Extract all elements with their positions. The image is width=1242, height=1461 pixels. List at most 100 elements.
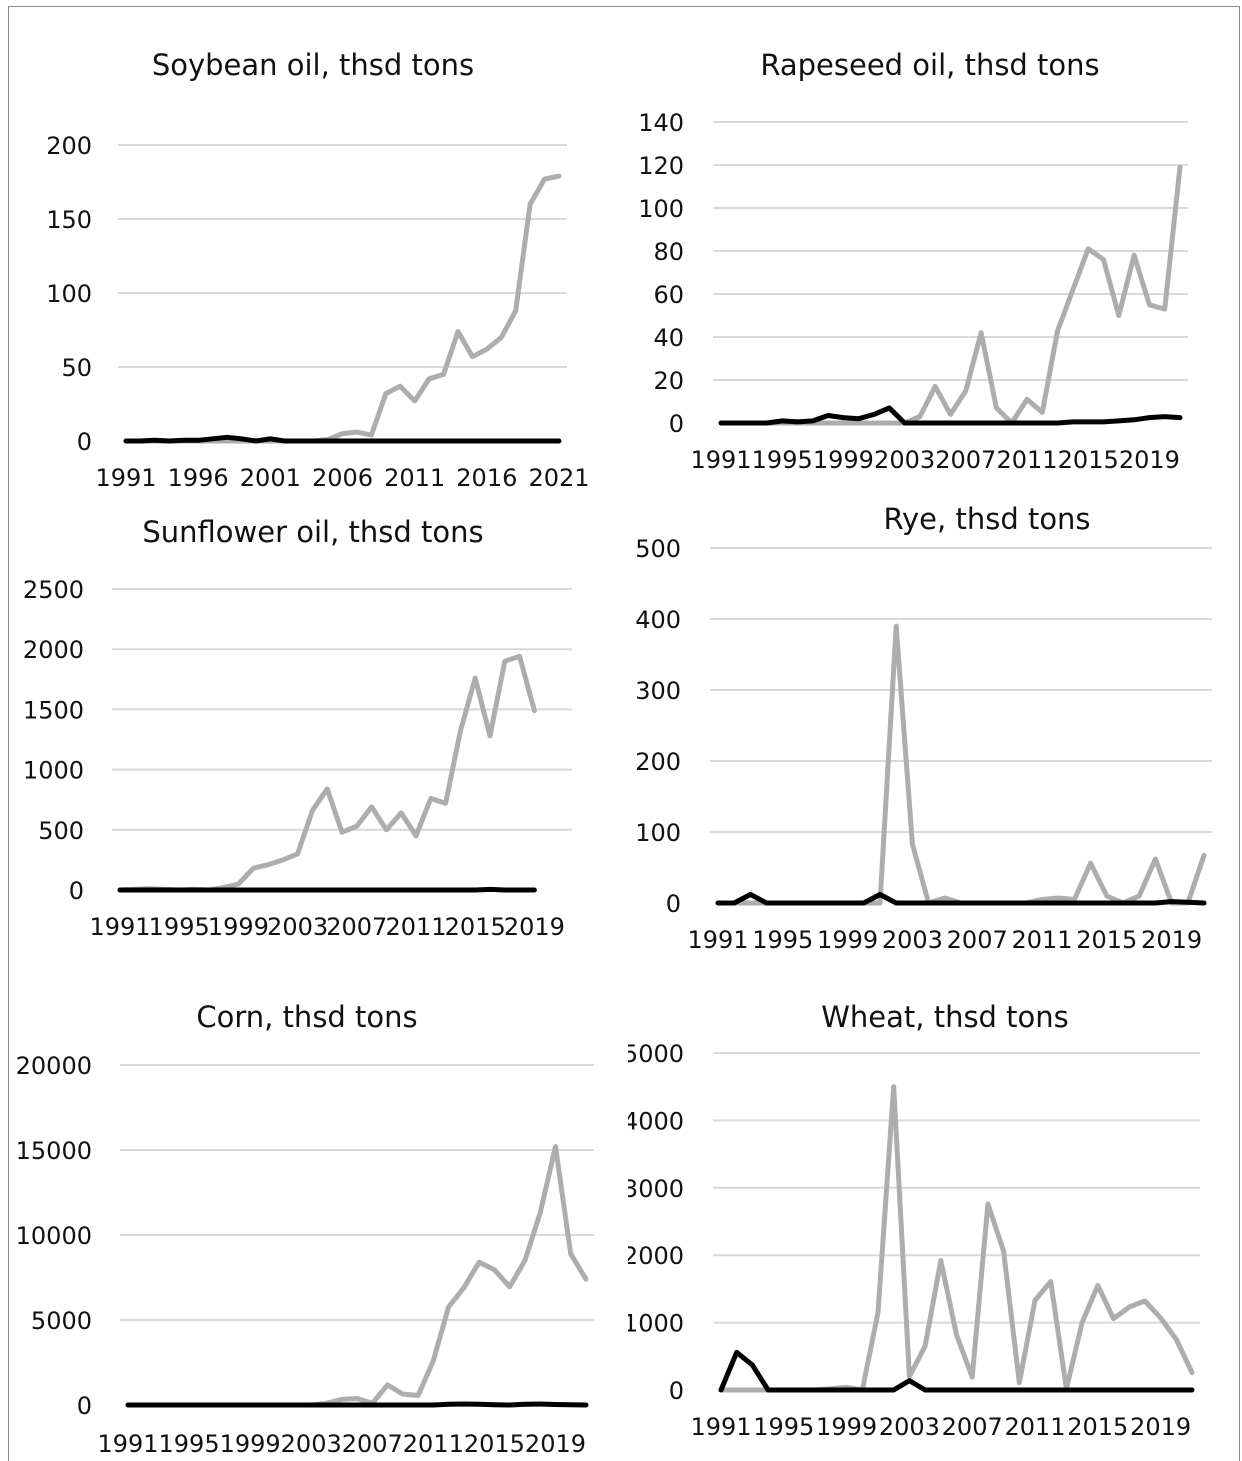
y-tick-label: 1000	[23, 757, 84, 785]
y-tick-label: 1500	[23, 696, 84, 724]
y-tick-label: 0	[69, 877, 84, 905]
y-tick-label: 0	[669, 410, 684, 438]
series-line-light	[718, 1084, 1195, 1393]
x-tick-label: 1991	[95, 464, 156, 492]
y-tick-label: 2000	[623, 1242, 684, 1270]
series-line-dark	[125, 1401, 589, 1408]
y-tick-label: 1000	[623, 1310, 684, 1338]
x-tick-label: 1995	[753, 1413, 814, 1441]
y-tick-label: 3000	[623, 1175, 684, 1203]
y-tick-label: 4000	[623, 1107, 684, 1135]
y-tick-label: 100	[635, 819, 681, 847]
x-tick-label: 2019	[1141, 926, 1202, 954]
y-tick-label: 200	[635, 748, 681, 776]
x-tick-label: 2011	[385, 913, 446, 941]
x-tick-label: 2011	[384, 464, 445, 492]
x-tick-label: 2007	[947, 926, 1008, 954]
y-tick-label: 0	[669, 1377, 684, 1405]
x-tick-label: 1996	[168, 464, 229, 492]
x-tick-label: 1995	[159, 1430, 220, 1458]
x-tick-label: 1995	[752, 926, 813, 954]
x-tick-label: 2015	[1076, 926, 1137, 954]
y-tick-label: 2000	[23, 636, 84, 664]
x-tick-label: 2003	[874, 446, 935, 474]
x-tick-label: 2011	[996, 446, 1057, 474]
y-tick-label: 20000	[16, 1052, 92, 1080]
y-tick-label: 80	[653, 238, 684, 266]
series-line-dark	[715, 892, 1207, 906]
chart-title: Wheat, thsd tons	[821, 1000, 1069, 1034]
series-line-dark	[718, 1349, 1195, 1393]
y-tick-label: 5000	[623, 1040, 684, 1068]
x-tick-label: 2007	[326, 913, 387, 941]
chart-title: Corn, thsd tons	[196, 1000, 418, 1034]
y-tick-label: 10000	[16, 1222, 92, 1250]
x-tick-label: 2019	[504, 913, 565, 941]
y-tick-label: 0	[77, 1392, 92, 1420]
x-tick-label: 2015	[445, 913, 506, 941]
x-tick-label: 2007	[935, 446, 996, 474]
chart-title: Sunflower oil, thsd tons	[142, 515, 484, 549]
x-tick-label: 2007	[342, 1430, 403, 1458]
y-tick-label: 60	[653, 281, 684, 309]
y-tick-label: 2500	[23, 576, 84, 604]
x-tick-label: 2001	[240, 464, 301, 492]
y-tick-label: 40	[653, 324, 684, 352]
y-tick-label: 0	[77, 428, 92, 456]
x-tick-label: 2021	[528, 464, 589, 492]
x-tick-label: 1999	[816, 1413, 877, 1441]
x-tick-label: 2003	[281, 1430, 342, 1458]
chart-title: Rye, thsd tons	[883, 502, 1091, 536]
x-tick-label: 2015	[1067, 1413, 1128, 1441]
y-tick-label: 400	[635, 606, 681, 634]
y-tick-label: 300	[635, 677, 681, 705]
y-tick-label: 50	[61, 354, 92, 382]
y-tick-label: 0	[666, 890, 681, 918]
x-tick-label: 2006	[312, 464, 373, 492]
x-tick-label: 1991	[97, 1430, 158, 1458]
series-line-dark	[123, 434, 562, 444]
x-tick-label: 1991	[690, 1413, 751, 1441]
x-tick-label: 1995	[752, 446, 813, 474]
y-tick-label: 500	[635, 535, 681, 563]
x-tick-label: 2011	[1004, 1413, 1065, 1441]
x-tick-label: 1991	[687, 926, 748, 954]
y-tick-label: 140	[638, 109, 684, 137]
y-tick-label: 120	[638, 152, 684, 180]
x-tick-label: 2003	[267, 913, 328, 941]
x-tick-label: 1999	[817, 926, 878, 954]
series-line-dark	[117, 886, 537, 893]
chart-title: Soybean oil, thsd tons	[151, 48, 475, 82]
y-tick-label: 100	[46, 280, 92, 308]
x-tick-label: 2011	[403, 1430, 464, 1458]
x-tick-label: 2015	[464, 1430, 525, 1458]
x-tick-label: 1995	[149, 913, 210, 941]
y-tick-label: 150	[46, 206, 92, 234]
x-tick-label: 2019	[525, 1430, 586, 1458]
y-tick-label: 5000	[31, 1307, 92, 1335]
x-tick-label: 2019	[1130, 1413, 1191, 1441]
x-tick-label: 2007	[942, 1413, 1003, 1441]
y-tick-label: 20	[653, 367, 684, 395]
x-tick-label: 1999	[208, 913, 269, 941]
x-tick-label: 2003	[879, 1413, 940, 1441]
y-tick-label: 100	[638, 195, 684, 223]
y-tick-label: 500	[38, 817, 84, 845]
y-tick-label: 15000	[16, 1137, 92, 1165]
x-tick-label: 1991	[89, 913, 150, 941]
x-tick-label: 2016	[456, 464, 517, 492]
x-tick-label: 1991	[690, 446, 751, 474]
y-tick-label: 200	[46, 132, 92, 160]
x-tick-label: 2011	[1011, 926, 1072, 954]
figure-frame	[8, 6, 1240, 1461]
chart-title: Rapeseed oil, thsd tons	[760, 48, 1100, 82]
x-tick-label: 2003	[882, 926, 943, 954]
series-line-dark	[718, 405, 1183, 426]
x-tick-label: 2019	[1119, 446, 1180, 474]
